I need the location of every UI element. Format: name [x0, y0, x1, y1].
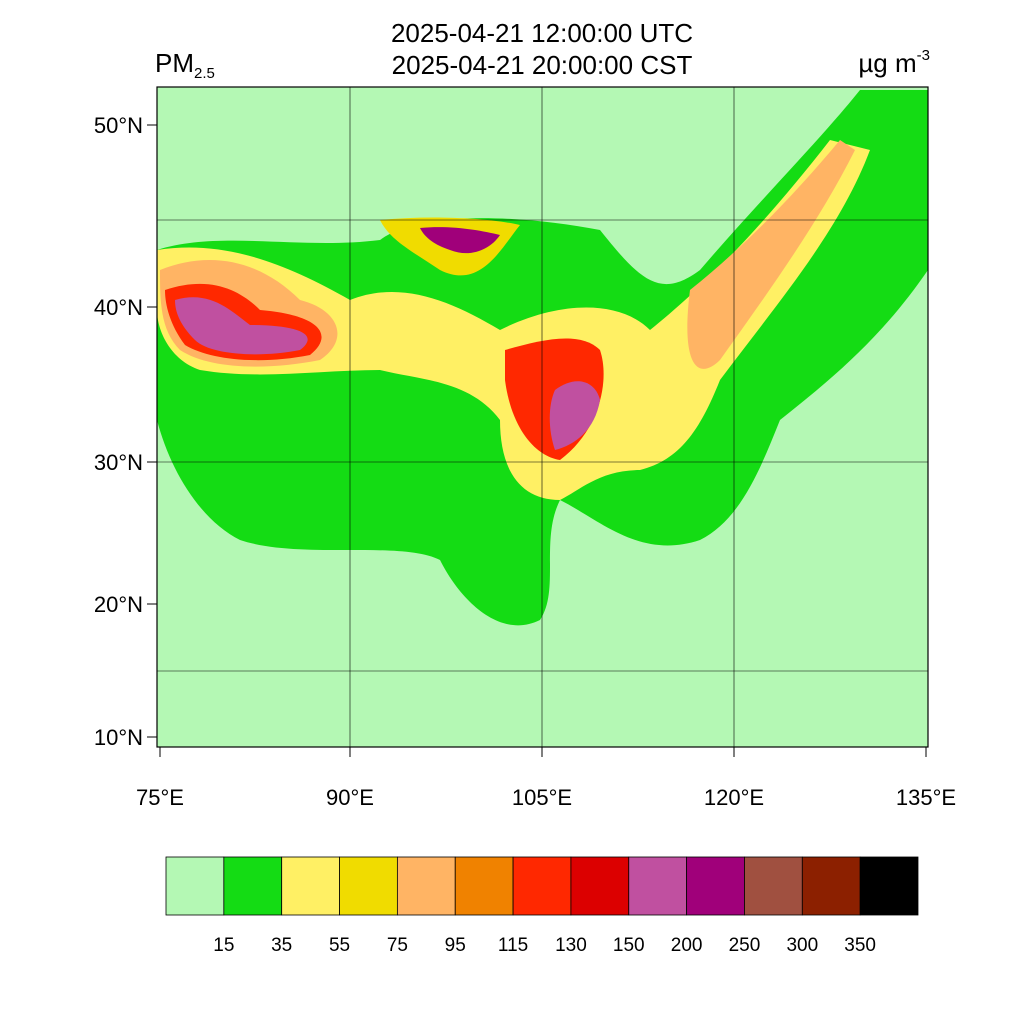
colorbar-label: 130 — [555, 935, 587, 956]
colorbar: 15 35 55 75 95 115 130 150 200 250 300 350 — [165, 856, 919, 956]
colorbar-label: 35 — [271, 935, 292, 956]
unit: µg m — [858, 48, 916, 78]
field-purple-center — [549, 381, 600, 450]
title-utc: 2025-04-21 12:00:00 UTC — [391, 18, 693, 48]
field-orange-east — [687, 140, 855, 369]
lat-label: 10°N — [94, 725, 143, 750]
field-yellow — [157, 140, 870, 500]
lon-label: 75°E — [136, 785, 184, 810]
colorbar-box — [454, 856, 514, 916]
colorbar-label: 300 — [786, 935, 818, 956]
colorbar-box — [396, 856, 456, 916]
unit-sup: -3 — [917, 47, 930, 64]
variable: PM — [155, 48, 194, 78]
colorbar-box — [512, 856, 572, 916]
colorbar-box — [744, 856, 803, 916]
colorbar-box — [281, 856, 340, 916]
lon-label: 135°E — [896, 785, 956, 810]
lat-label: 50°N — [94, 113, 143, 138]
colorbar-label: 350 — [844, 935, 876, 956]
colorbar-label: 55 — [329, 935, 350, 956]
colorbar-box — [686, 856, 745, 916]
field-purple-west — [175, 297, 308, 355]
colorbar-box — [801, 856, 861, 916]
variable-sub: 2.5 — [194, 65, 215, 82]
lat-label: 30°N — [94, 450, 143, 475]
map-field — [156, 86, 929, 748]
lon-label: 105°E — [512, 785, 572, 810]
lat-label: 40°N — [94, 295, 143, 320]
colorbar-label: 75 — [387, 935, 408, 956]
colorbar-label: 15 — [213, 935, 234, 956]
variable-label: PM2.5 — [155, 48, 215, 82]
colorbar-label: 150 — [613, 935, 645, 956]
colorbar-box — [859, 856, 919, 916]
colorbar-label: 115 — [498, 935, 528, 956]
axis-labels: 50°N 40°N 30°N 20°N 10°N 75°E 90°E 105°E 120°E 13… — [94, 113, 956, 810]
lon-label: 120°E — [704, 785, 764, 810]
colorbar-box — [628, 856, 688, 916]
unit-label: µg m-3 — [858, 47, 930, 78]
colorbar-label: 250 — [729, 935, 761, 956]
title-cst: 2025-04-21 20:00:00 CST — [392, 50, 693, 80]
colorbar-label: 95 — [445, 935, 466, 956]
field-purple-north — [420, 227, 500, 254]
colorbar-box — [339, 856, 398, 916]
colorbar-box — [570, 856, 630, 916]
colorbar-box — [223, 856, 283, 916]
graticule — [157, 87, 928, 747]
lat-label: 20°N — [94, 592, 143, 617]
colorbar-label: 200 — [671, 935, 703, 956]
lon-label: 90°E — [326, 785, 374, 810]
colorbar-box — [165, 856, 225, 916]
